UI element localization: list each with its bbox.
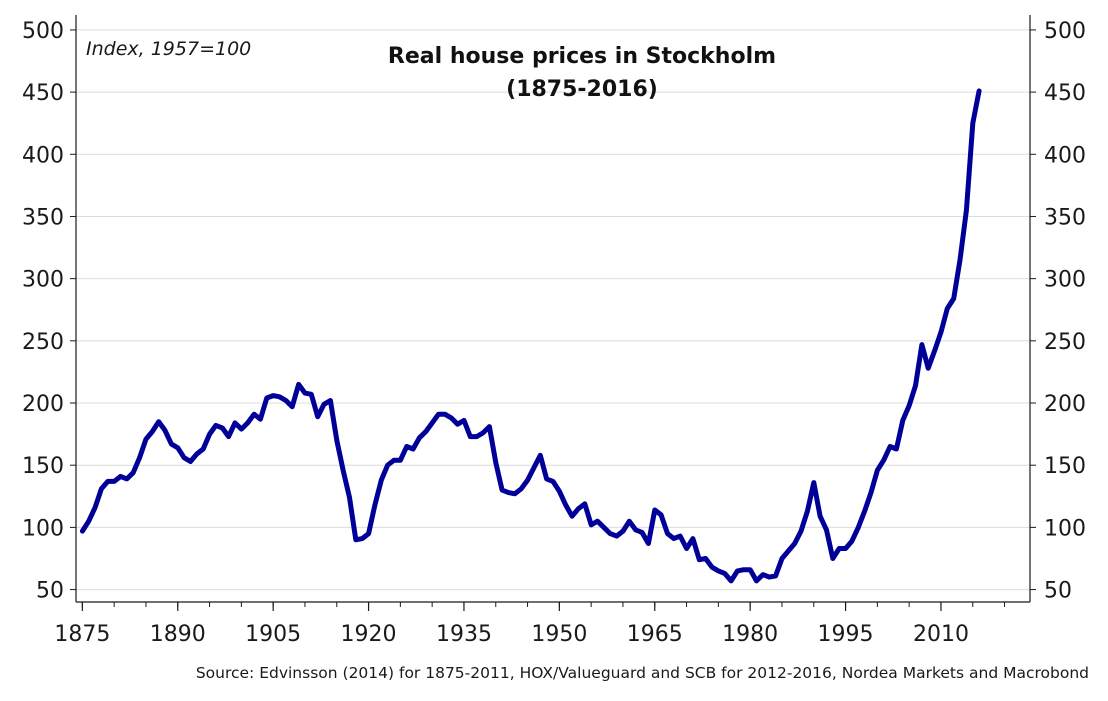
y-tick-label-left: 500 bbox=[22, 19, 64, 44]
x-tick-label: 1965 bbox=[627, 622, 683, 647]
y-tick-label-right: 100 bbox=[1044, 516, 1086, 541]
y-tick-label-left: 400 bbox=[22, 143, 64, 168]
y-tick-label-left: 350 bbox=[22, 205, 64, 230]
source-note: Source: Edvinsson (2014) for 1875-2011, … bbox=[196, 664, 1089, 682]
y-tick-label-right: 450 bbox=[1044, 81, 1086, 106]
y-tick-label-left: 100 bbox=[22, 516, 64, 541]
chart-title-line1: Real house prices in Stockholm bbox=[388, 44, 776, 69]
y-tick-label-left: 250 bbox=[22, 330, 64, 355]
x-tick-label: 1890 bbox=[150, 622, 206, 647]
y-tick-label-left: 50 bbox=[36, 579, 64, 604]
unit-note: Index, 1957=100 bbox=[86, 38, 251, 60]
x-tick-label: 1935 bbox=[436, 622, 492, 647]
y-tick-label-left: 300 bbox=[22, 268, 64, 293]
series-line bbox=[79, 88, 982, 584]
y-tick-label-left: 450 bbox=[22, 81, 64, 106]
y-tick-label-right: 50 bbox=[1044, 579, 1072, 604]
x-tick-label: 1980 bbox=[722, 622, 778, 647]
x-tick-label: 1995 bbox=[818, 622, 874, 647]
y-tick-label-left: 200 bbox=[22, 392, 64, 417]
x-tick-label: 1905 bbox=[245, 622, 301, 647]
x-tick-label: 1920 bbox=[341, 622, 397, 647]
x-tick-label: 1875 bbox=[54, 622, 110, 647]
y-tick-label-left: 150 bbox=[22, 454, 64, 479]
x-axis: 1875 1890 1905 1920 1935 1950 1965 1980 1995 2010 bbox=[54, 622, 969, 647]
y-axis-left: 50 100 150 200 250 300 350 400 450 500 bbox=[22, 19, 64, 604]
y-tick-label-right: 500 bbox=[1044, 19, 1086, 44]
y-tick-label-right: 400 bbox=[1044, 143, 1086, 168]
y-tick-label-right: 250 bbox=[1044, 330, 1086, 355]
gridlines bbox=[76, 29, 1030, 591]
y-tick-label-right: 200 bbox=[1044, 392, 1086, 417]
y-tick-label-right: 150 bbox=[1044, 454, 1086, 479]
x-tick-label: 2010 bbox=[913, 622, 969, 647]
axes bbox=[70, 15, 1036, 611]
plot-area bbox=[79, 88, 982, 584]
chart-title-line2: (1875-2016) bbox=[506, 77, 658, 102]
y-tick-label-right: 300 bbox=[1044, 268, 1086, 293]
y-tick-label-right: 350 bbox=[1044, 205, 1086, 230]
x-tick-label: 1950 bbox=[531, 622, 587, 647]
y-axis-right: 50 100 150 200 250 300 350 400 450 500 bbox=[1044, 19, 1086, 604]
